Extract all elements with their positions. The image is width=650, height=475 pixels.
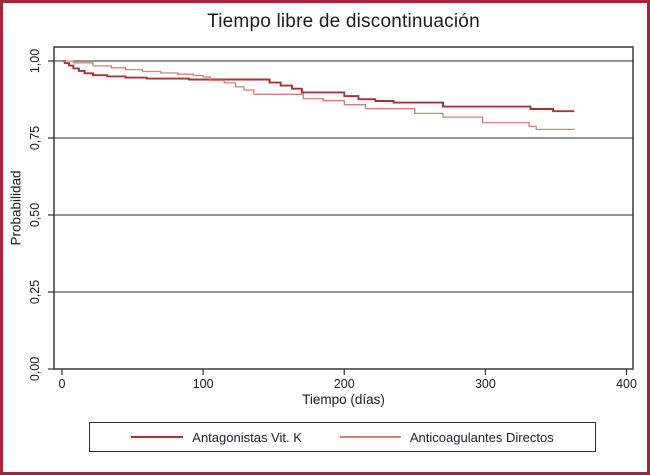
y-tick-label: 0,25 (28, 280, 42, 304)
x-tick-label: 0 (59, 377, 66, 391)
x-tick-label: 200 (334, 377, 355, 391)
x-tick-label: 400 (616, 377, 637, 391)
legend: Antagonistas Vit. K Anticoagulantes Dire… (89, 422, 596, 452)
series-line-antagonistas-vit-k (62, 60, 575, 113)
series-line-anticoagulantes-directos (62, 60, 575, 131)
survival-plot-canvas: 1,00 0,75 0,50 0,25 0,00 0 100 200 300 400 (28, 46, 637, 391)
chart-title: Tiempo libre de discontinuación (207, 11, 480, 32)
legend-label-anticoagulantes-directos: Anticoagulantes Directos (409, 429, 554, 445)
legend-line-antagonistas-vit-k (131, 436, 184, 438)
legend-label-antagonistas-vit-k: Antagonistas Vit. K (192, 429, 302, 445)
plot-frame (53, 46, 634, 370)
x-tick-label: 100 (193, 377, 214, 391)
legend-line-anticoagulantes-directos (339, 436, 401, 438)
y-tick-label: 1,00 (28, 49, 42, 73)
x-axis-title: Tiempo (días) (302, 392, 385, 407)
legend-item-anticoagulantes-directos: Anticoagulantes Directos (339, 429, 554, 445)
y-tick-label: 0,75 (28, 126, 42, 150)
y-axis-title: Probabilidad (8, 170, 24, 246)
legend-item-antagonistas-vit-k: Antagonistas Vit. K (131, 430, 302, 445)
y-tick-label: 0,00 (28, 357, 42, 381)
y-tick-label: 0,50 (28, 203, 42, 227)
x-tick-label: 300 (475, 377, 496, 391)
